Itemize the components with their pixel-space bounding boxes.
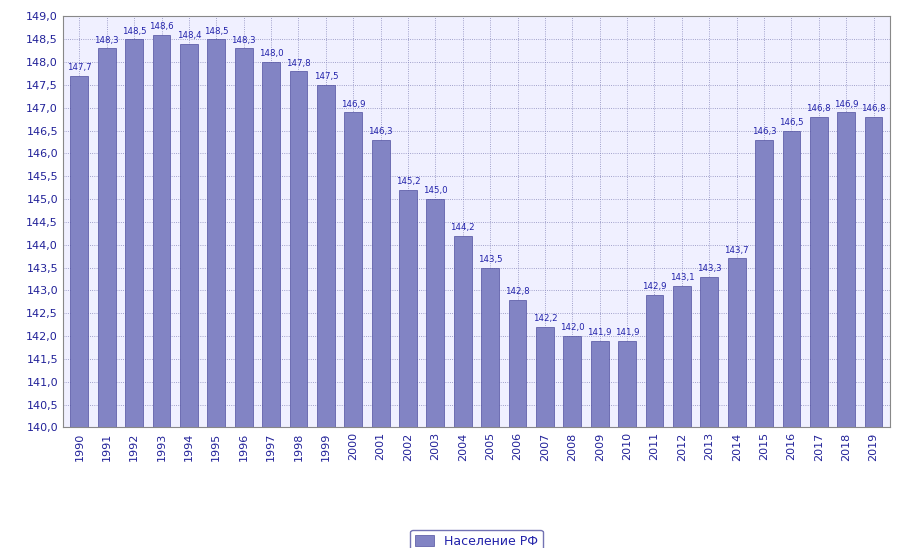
- Bar: [454, 236, 472, 427]
- Bar: [208, 39, 225, 427]
- Text: 141,9: 141,9: [587, 328, 612, 337]
- Bar: [263, 62, 280, 427]
- Text: 142,0: 142,0: [560, 323, 584, 333]
- Bar: [619, 341, 636, 427]
- Text: 148,6: 148,6: [149, 22, 174, 31]
- Text: 143,7: 143,7: [725, 246, 749, 255]
- Bar: [235, 48, 253, 427]
- Text: 148,5: 148,5: [122, 27, 147, 36]
- Text: 147,7: 147,7: [67, 63, 92, 72]
- Text: 141,9: 141,9: [615, 328, 639, 337]
- Text: 147,5: 147,5: [314, 72, 338, 81]
- Text: 144,2: 144,2: [450, 223, 475, 232]
- Legend: Население РФ: Население РФ: [410, 530, 543, 548]
- Bar: [591, 341, 609, 427]
- Bar: [564, 336, 582, 427]
- Text: 146,9: 146,9: [341, 100, 366, 109]
- Text: 146,3: 146,3: [369, 127, 393, 136]
- Bar: [536, 327, 554, 427]
- Bar: [728, 259, 745, 427]
- Bar: [645, 295, 663, 427]
- Bar: [317, 85, 334, 427]
- Bar: [865, 117, 883, 427]
- Bar: [673, 286, 690, 427]
- Bar: [289, 71, 307, 427]
- Bar: [837, 112, 855, 427]
- Bar: [371, 140, 389, 427]
- Text: 145,2: 145,2: [396, 178, 421, 186]
- Text: 142,2: 142,2: [532, 315, 557, 323]
- Bar: [153, 35, 171, 427]
- Text: 147,8: 147,8: [286, 59, 311, 67]
- Bar: [755, 140, 773, 427]
- Bar: [426, 199, 444, 427]
- Bar: [782, 130, 800, 427]
- Text: 148,3: 148,3: [94, 36, 119, 45]
- Bar: [98, 48, 116, 427]
- Bar: [481, 267, 499, 427]
- Text: 146,9: 146,9: [834, 100, 859, 109]
- Bar: [70, 76, 88, 427]
- Text: 142,9: 142,9: [642, 282, 667, 292]
- Text: 146,8: 146,8: [861, 104, 886, 113]
- Bar: [509, 300, 527, 427]
- Bar: [125, 39, 143, 427]
- Text: 148,5: 148,5: [204, 27, 228, 36]
- Text: 143,3: 143,3: [697, 264, 722, 273]
- Text: 143,5: 143,5: [478, 255, 503, 264]
- Text: 145,0: 145,0: [423, 186, 448, 196]
- Bar: [399, 190, 417, 427]
- Text: 146,8: 146,8: [806, 104, 831, 113]
- Text: 146,3: 146,3: [752, 127, 777, 136]
- Text: 148,0: 148,0: [259, 49, 283, 59]
- Text: 143,1: 143,1: [670, 273, 694, 282]
- Text: 148,3: 148,3: [231, 36, 256, 45]
- Text: 148,4: 148,4: [176, 31, 201, 40]
- Text: 146,5: 146,5: [779, 118, 804, 127]
- Bar: [810, 117, 828, 427]
- Bar: [344, 112, 362, 427]
- Text: 142,8: 142,8: [505, 287, 530, 296]
- Bar: [180, 44, 198, 427]
- Bar: [700, 277, 718, 427]
